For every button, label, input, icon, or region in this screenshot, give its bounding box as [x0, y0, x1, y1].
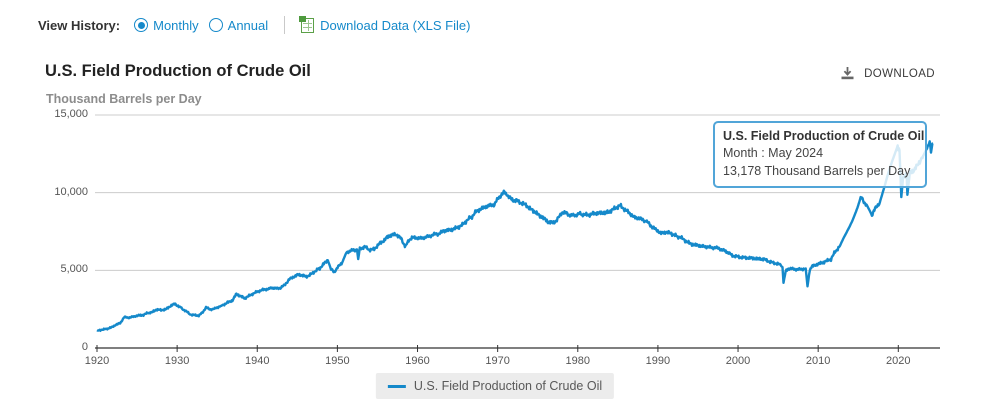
x-tick-label: 2020 [886, 355, 911, 367]
radio-annual-label[interactable]: Annual [227, 17, 269, 33]
radio-unselected-icon[interactable] [208, 18, 223, 32]
view-history-label: View History: [38, 17, 121, 33]
x-tick-label: 1940 [245, 355, 270, 367]
download-icon [841, 67, 854, 80]
chart-tooltip: U.S. Field Production of Crude Oil Month… [713, 121, 927, 188]
radio-annual[interactable]: Annual [208, 17, 269, 33]
x-tick-label: 1920 [84, 355, 110, 367]
y-tick-label: 5,000 [60, 263, 88, 276]
divider [284, 16, 286, 34]
x-tick-label: 2010 [805, 355, 831, 367]
download-button[interactable]: DOWNLOAD [840, 66, 935, 81]
y-tick-label: 10,000 [54, 185, 88, 198]
legend-label: U.S. Field Production of Crude Oil [413, 379, 603, 393]
download-button-label[interactable]: DOWNLOAD [864, 67, 935, 80]
x-tick-label: 1990 [645, 355, 671, 367]
radio-monthly[interactable]: Monthly [134, 18, 199, 33]
x-tick-label: 1980 [565, 355, 590, 367]
x-tick-label: 1960 [405, 355, 430, 367]
y-tick-label: 0 [81, 341, 88, 353]
y-tick-label: 15,000 [54, 108, 88, 120]
radio-monthly-label[interactable]: Monthly [153, 17, 199, 33]
x-tick-label: 1970 [485, 355, 510, 367]
tooltip-title: U.S. Field Production of Crude Oil [723, 129, 925, 143]
legend[interactable]: U.S. Field Production of Crude Oil [375, 373, 615, 399]
xls-file-icon [299, 15, 315, 33]
x-tick-label: 1930 [164, 355, 190, 367]
x-tick-label: 2000 [725, 355, 751, 367]
legend-line-marker [387, 384, 406, 388]
series-line[interactable] [96, 140, 934, 332]
radio-selected-icon[interactable] [134, 18, 149, 32]
x-tick-label: 1950 [325, 355, 350, 367]
download-data-link[interactable]: Download Data (XLS File) [299, 15, 471, 33]
tooltip-month: Month : May 2024 [723, 146, 824, 161]
tooltip-value: 13,178 Thousand Barrels per Day [723, 163, 911, 178]
view-history-bar: View History: Monthly Annual Download Da… [38, 15, 471, 34]
download-data-label[interactable]: Download Data (XLS File) [320, 17, 471, 33]
y-axis-units-label: Thousand Barrels per Day [46, 92, 202, 106]
page-title: U.S. Field Production of Crude Oil [45, 62, 311, 80]
